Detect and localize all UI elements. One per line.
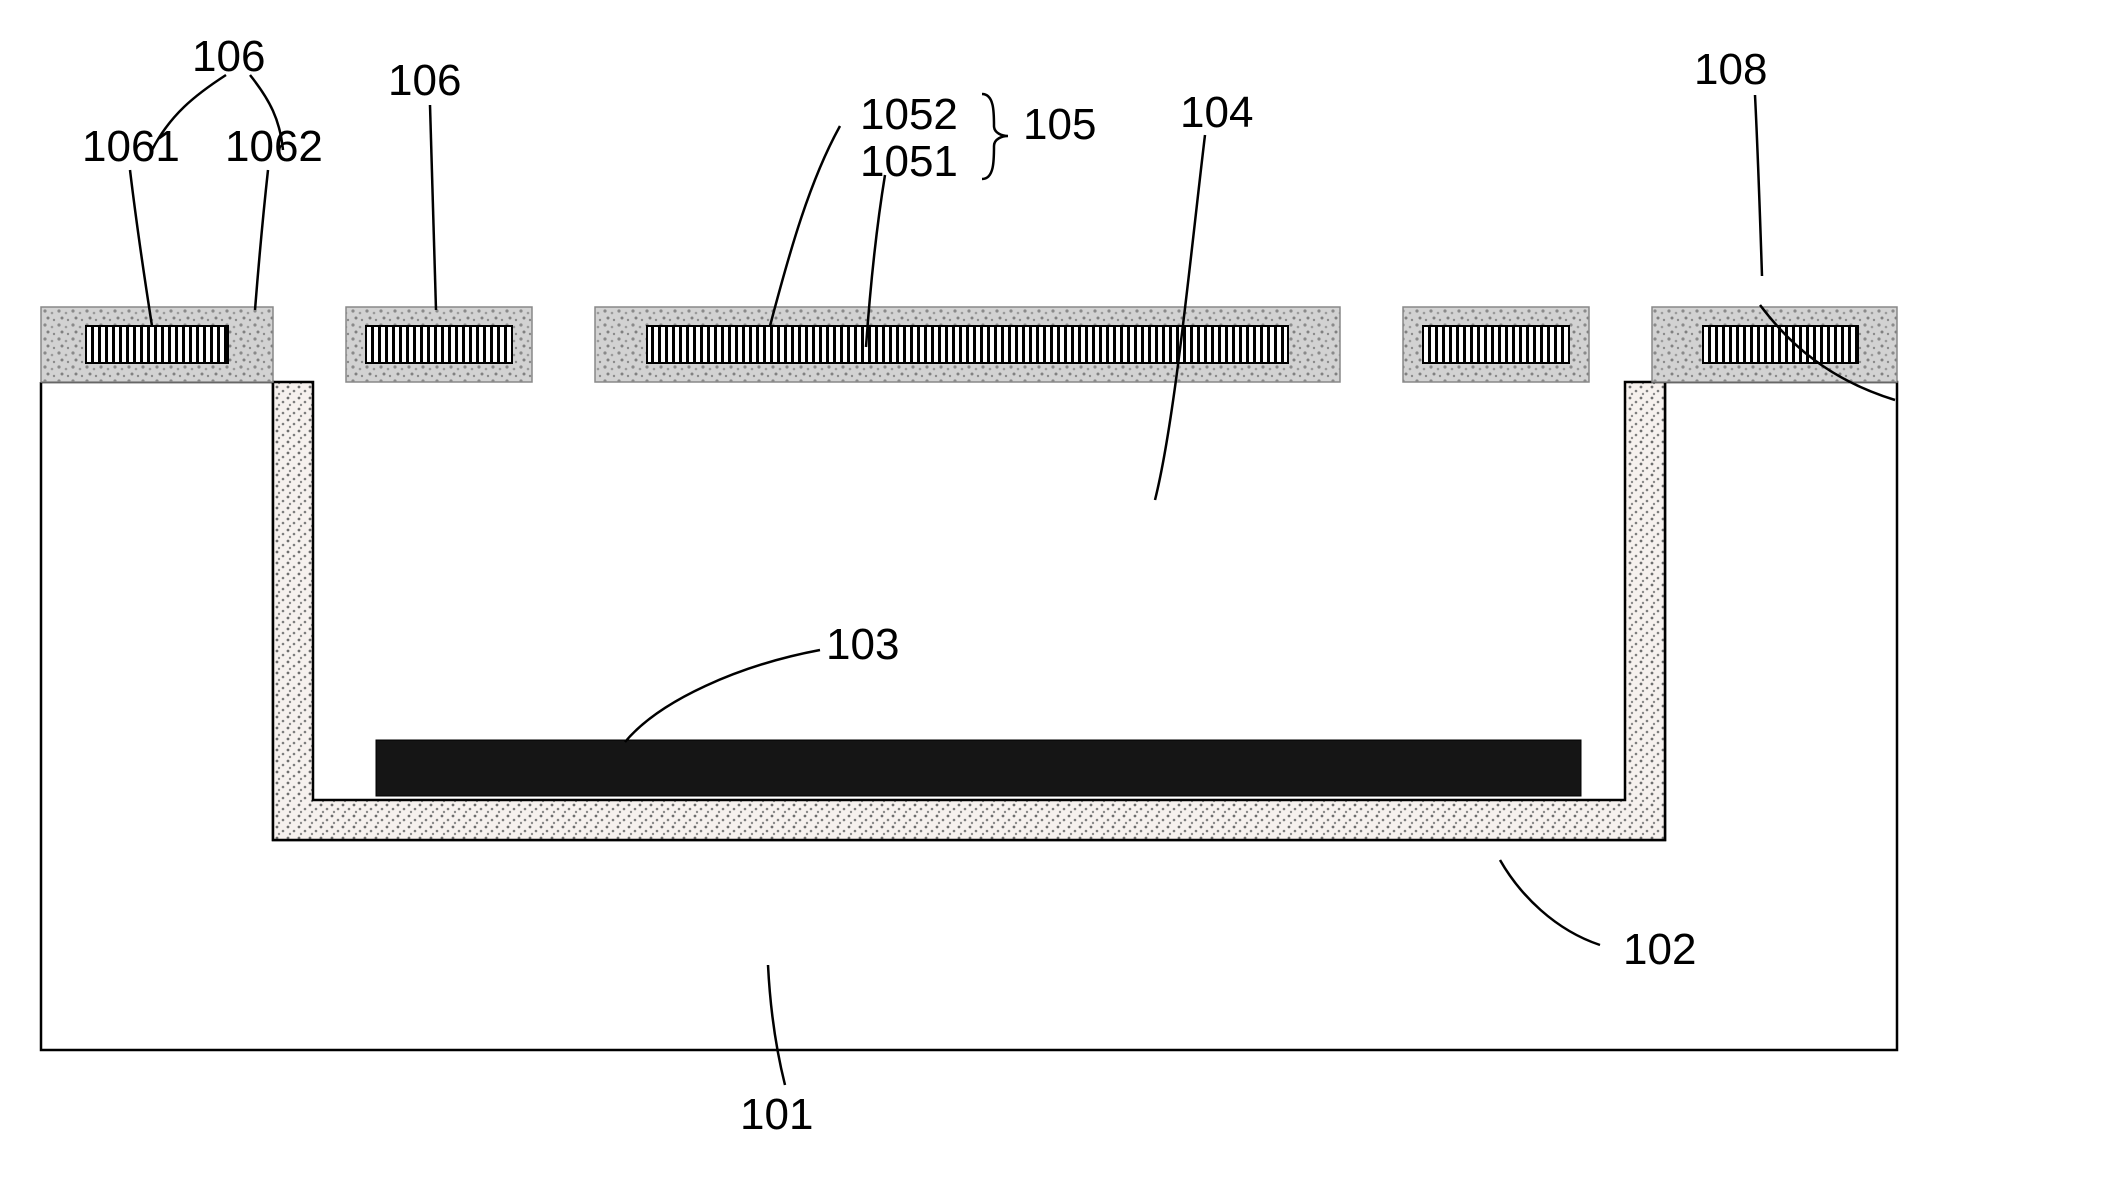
bar-in-far-left — [86, 326, 228, 363]
label-104: 104 — [1180, 88, 1253, 138]
bar-in-right-2 — [1423, 326, 1569, 363]
label-101: 101 — [740, 1090, 813, 1140]
lead-1062 — [255, 170, 268, 310]
heater-103 — [376, 740, 1581, 796]
stipple-region-102 — [273, 382, 1665, 840]
hatch-left-2 — [346, 307, 532, 382]
bar-in-center — [647, 326, 1288, 363]
label-106-b: 106 — [388, 56, 461, 106]
lead-103 — [625, 650, 820, 742]
lead-1061 — [130, 170, 152, 326]
lead-108a — [1755, 95, 1762, 276]
label-108: 108 — [1694, 45, 1767, 95]
label-102: 102 — [1623, 925, 1696, 975]
lead-101 — [768, 965, 785, 1085]
diagram-canvas: 101 102 103 104 105 1051 1052 106 106 10… — [0, 0, 2117, 1186]
label-106-a: 106 — [192, 32, 265, 82]
lead-102 — [1500, 860, 1600, 945]
hatch-right-2 — [1403, 307, 1589, 382]
label-1051: 1051 — [860, 137, 958, 187]
label-1052: 1052 — [860, 90, 958, 140]
hatch-center — [595, 307, 1340, 382]
lead-1052 — [770, 126, 840, 326]
hatch-far-left — [41, 307, 273, 382]
label-105: 105 — [1023, 100, 1096, 150]
label-1062: 1062 — [225, 122, 323, 172]
hatch-far-right — [1652, 307, 1897, 382]
lead-108b — [1760, 305, 1895, 400]
label-1061: 1061 — [82, 122, 180, 172]
lead-106b — [430, 105, 436, 310]
lead-104 — [1155, 135, 1205, 500]
brace-105 — [982, 94, 1008, 179]
lead-1051 — [866, 175, 885, 347]
label-103: 103 — [826, 620, 899, 670]
diagram-svg — [0, 0, 2117, 1186]
bar-in-far-right — [1703, 326, 1858, 363]
substrate-outline — [41, 382, 1897, 1050]
bar-in-left-2 — [366, 326, 512, 363]
